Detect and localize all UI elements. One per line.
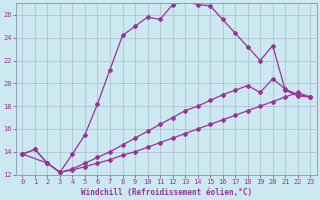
X-axis label: Windchill (Refroidissement éolien,°C): Windchill (Refroidissement éolien,°C) [81,188,252,197]
